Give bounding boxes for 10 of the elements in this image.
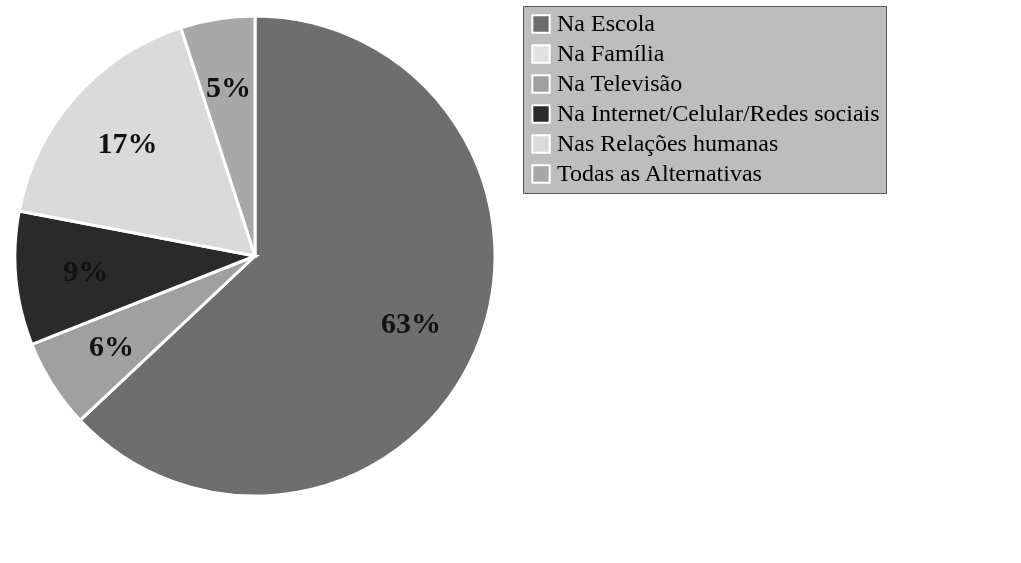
legend-label: Na Internet/Celular/Redes sociais [557,100,880,126]
data-label: 6% [88,329,134,363]
data-label: 5% [205,70,251,104]
legend-label: Na Escola [557,10,656,36]
legend-label: Todas as Alternativas [557,160,762,186]
legend-label: Nas Relações humanas [557,130,779,156]
legend-label: Na Televisão [557,70,683,96]
legend-label: Na Família [557,40,665,66]
data-label: 17% [97,125,158,159]
data-label: 63% [381,305,442,339]
